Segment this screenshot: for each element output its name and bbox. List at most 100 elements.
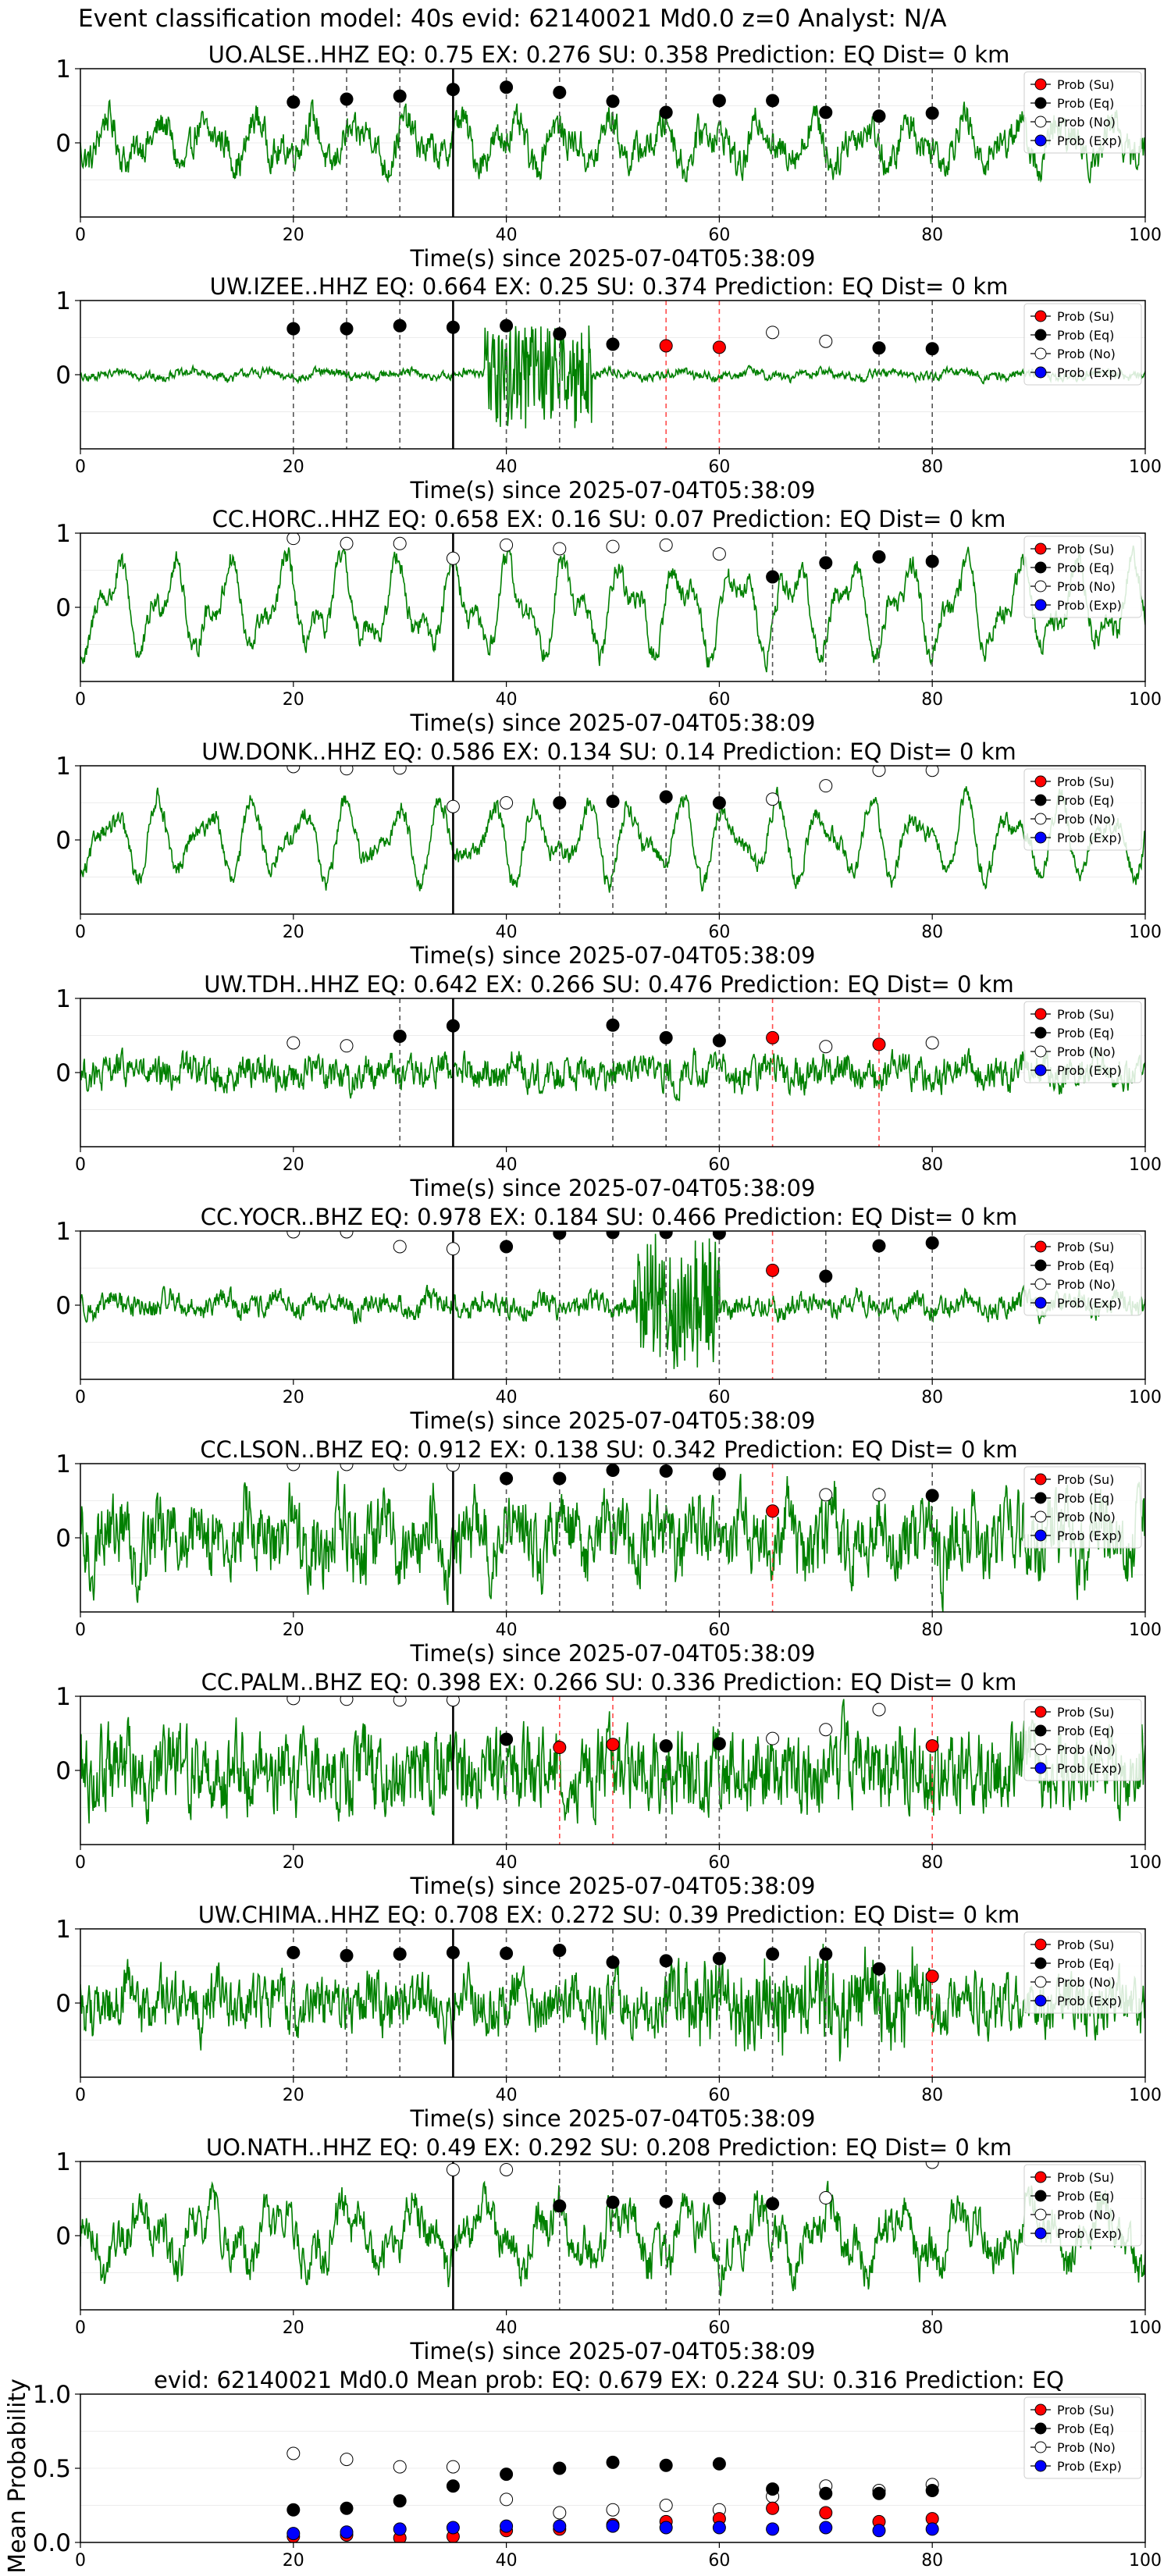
probability-dot [606, 1738, 620, 1752]
y-tick-label: 0 [55, 130, 71, 158]
x-tick-label: 100 [1129, 2086, 1162, 2105]
probability-dot [340, 1948, 354, 1962]
x-tick-label: 100 [1129, 1853, 1162, 1873]
x-tick-label: 100 [1129, 2551, 1162, 2571]
mean-probability-dot [287, 2527, 301, 2541]
legend-marker [1034, 599, 1047, 611]
legend: Prob (Su) Prob (Eq) Prob (No) Prob (Exp) [1023, 535, 1142, 618]
legend-marker [1034, 1492, 1047, 1504]
legend-label: Prob (Su) [1057, 1705, 1114, 1720]
legend-marker [1034, 2190, 1047, 2202]
probability-dot [925, 342, 939, 356]
legend-label: Prob (Eq) [1057, 1724, 1114, 1738]
probability-dot [712, 1737, 726, 1751]
legend-marker [1034, 310, 1047, 322]
x-tick-label: 20 [283, 2318, 304, 2338]
x-tick-label: 80 [921, 457, 943, 477]
probability-dot [659, 538, 673, 552]
station-panel [75, 998, 1146, 1152]
legend: Prob (Su) Prob (Eq) Prob (No) Prob (Exp) [1023, 768, 1142, 851]
probability-dot [766, 2197, 780, 2211]
probability-dot [872, 1703, 886, 1717]
probability-dot [712, 1467, 726, 1481]
legend-label: Prob (Eq) [1057, 1491, 1114, 1506]
probability-dot [606, 2195, 620, 2209]
probability-dot [872, 341, 886, 355]
y-tick-label: 1 [55, 753, 71, 781]
mean-probability-dot [606, 2455, 620, 2469]
legend-marker [1034, 561, 1047, 574]
mean-probability-dot [340, 2525, 354, 2539]
y-tick-label: 1 [55, 1450, 71, 1478]
probability-dot [712, 1231, 726, 1240]
probability-dot [819, 2191, 833, 2205]
legend-marker [1034, 78, 1047, 91]
legend-label: Prob (No) [1057, 2208, 1116, 2222]
station-panel [75, 1463, 1146, 1617]
probability-dot [500, 1471, 514, 1485]
x-tick-label: 0 [75, 2318, 86, 2338]
legend-marker [1034, 1026, 1047, 1039]
mean-probability-dot [925, 2484, 939, 2497]
mean-probability-dot [393, 2522, 407, 2536]
legend-marker [1034, 1064, 1047, 1076]
legend-marker [1034, 1724, 1047, 1737]
probability-dot [872, 1239, 886, 1253]
probability-dot [766, 94, 780, 108]
probability-dot [340, 1696, 354, 1706]
probability-dot [712, 547, 726, 561]
y-tick-label: 0 [55, 361, 71, 390]
legend-label: Prob (Eq) [1057, 328, 1114, 343]
x-axis-label: Time(s) since 2025-07-04T05:38:09 [410, 245, 816, 272]
probability-dot [712, 1034, 726, 1048]
x-tick-label: 60 [708, 1621, 730, 1640]
legend-marker [1034, 2227, 1047, 2240]
y-tick-label: 1 [55, 1683, 71, 1711]
x-tick-label: 20 [283, 690, 304, 710]
y-tick-label: 1.0 [33, 2381, 71, 2409]
x-axis-label: Time(s) since 2025-07-04T05:38:09 [410, 477, 816, 503]
legend-marker [1034, 1278, 1047, 1290]
mean-probability-dot [819, 2521, 833, 2535]
legend-box [1023, 2396, 1142, 2479]
legend: Prob (Su) Prob (Eq) Prob (No) Prob (Exp) [1023, 1699, 1142, 1781]
station-panel [75, 2161, 1146, 2315]
probability-dot [393, 1947, 407, 1961]
probability-dot [287, 1231, 301, 1239]
probability-dot [393, 318, 407, 333]
probability-dot [606, 1955, 620, 1969]
y-axis-label: Mean Probability [4, 2379, 31, 2574]
probability-dot [872, 1037, 886, 1051]
waveform-trace [80, 2180, 1145, 2297]
x-tick-label: 0 [75, 923, 86, 942]
probability-dot [766, 792, 780, 806]
probability-dot [340, 1464, 354, 1471]
panel-title: CC.YOCR..BHZ EQ: 0.978 EX: 0.184 SU: 0.4… [201, 1204, 1017, 1230]
probability-dot [872, 766, 886, 777]
probability-dot [925, 554, 939, 568]
legend-marker [1034, 580, 1047, 592]
x-tick-label: 20 [283, 2551, 304, 2571]
y-tick-label: 0 [55, 1757, 71, 1785]
y-tick-label: 1 [55, 55, 71, 84]
legend-label: Prob (No) [1057, 1975, 1116, 1990]
probability-dot [766, 1504, 780, 1518]
y-tick-label: 1 [55, 985, 71, 1013]
x-tick-label: 80 [921, 1155, 943, 1175]
x-axis-label: Time(s) since 2025-07-04T05:38:09 [410, 2338, 816, 2364]
probability-dot [606, 337, 620, 351]
probability-dot [500, 318, 514, 333]
probability-dot [925, 1739, 939, 1753]
mean-probability-dot [712, 2457, 726, 2471]
probability-dot [287, 1036, 301, 1050]
legend-label: Prob (Su) [1057, 2403, 1114, 2418]
probability-dot [819, 105, 833, 119]
x-tick-label: 100 [1129, 1388, 1162, 1407]
x-axis-label: Time(s) since 2025-07-04T05:38:09 [410, 1873, 816, 1899]
panel-title: CC.LSON..BHZ EQ: 0.912 EX: 0.138 SU: 0.3… [200, 1436, 1017, 1463]
x-tick-label: 40 [496, 1853, 518, 1873]
probability-dot [340, 536, 354, 550]
y-tick-label: 0.5 [33, 2455, 71, 2483]
legend-marker [1034, 1762, 1047, 1774]
legend-label: Prob (No) [1057, 579, 1116, 594]
